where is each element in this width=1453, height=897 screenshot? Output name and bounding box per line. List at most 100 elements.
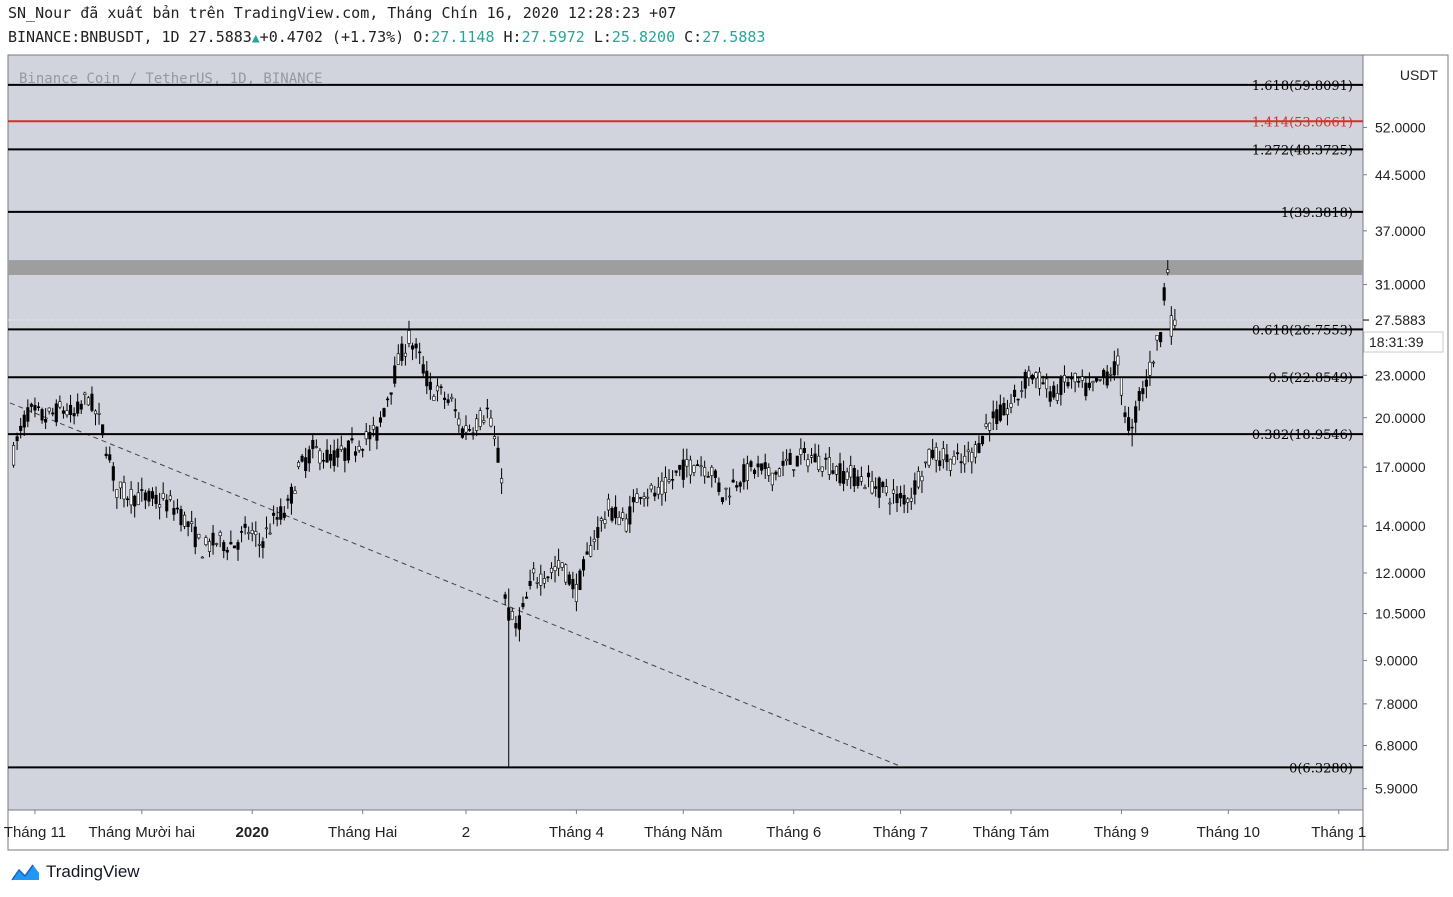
candle-body [375, 426, 379, 441]
candle-body [275, 517, 279, 520]
candle-body [414, 343, 418, 349]
currency-label: USDT [1400, 67, 1439, 83]
candle-body [681, 459, 685, 480]
candle-body [859, 476, 863, 482]
candle-body [69, 404, 73, 415]
candle-body [824, 457, 828, 460]
candle-body [197, 533, 201, 539]
candle-body [663, 477, 668, 493]
candle-body [1169, 315, 1173, 337]
candle-body [902, 494, 906, 505]
candle-body [51, 412, 55, 415]
candle-body [817, 455, 821, 470]
candle-body [524, 596, 529, 599]
candle-body [1013, 389, 1017, 397]
candle-body [1059, 377, 1063, 395]
candle-body [293, 490, 297, 494]
candle-body [282, 512, 286, 518]
candle-body [364, 431, 368, 440]
candle-body [795, 455, 799, 467]
time-tick-label-10: Tháng 9 [1094, 824, 1149, 841]
candle-body [966, 449, 970, 452]
candle-body [101, 424, 105, 436]
candle-body [888, 502, 892, 505]
candle-body [685, 459, 689, 467]
candle-body [856, 476, 860, 486]
candle-body [1141, 388, 1145, 395]
candle-body [557, 560, 561, 569]
candle-body [371, 424, 375, 430]
candle-body [439, 386, 443, 389]
candle-body [713, 470, 717, 478]
tradingview-logo[interactable]: TradingView [8, 862, 140, 882]
candle-body [952, 456, 956, 465]
candle-body [425, 370, 429, 387]
fib-label-4: 0.618(26.7553) [1252, 323, 1353, 338]
candle-body [450, 396, 454, 399]
candle-body [378, 417, 383, 423]
candle-body [54, 403, 58, 423]
candle-body [585, 551, 589, 555]
candle-body [471, 432, 475, 436]
candle-body [781, 460, 785, 466]
candle-body [1087, 382, 1091, 388]
last-price-badge [1364, 310, 1443, 331]
candle-body [204, 537, 208, 545]
candle-body [1098, 379, 1102, 381]
candle-body [731, 479, 735, 483]
candle-body [396, 353, 400, 365]
candle-body [485, 407, 489, 410]
candle-body [1123, 412, 1127, 417]
time-tick-label-11: Tháng 10 [1197, 824, 1260, 841]
price-tick-label-10: 9.0000 [1375, 652, 1418, 668]
candle-body [240, 531, 244, 533]
candle-body [923, 461, 928, 464]
candle-body [467, 429, 472, 431]
candle-body [179, 508, 183, 526]
price-tick-label-11: 7.8000 [1375, 696, 1418, 712]
candle-body [906, 498, 910, 503]
candle-body [1020, 390, 1024, 392]
candle-body [596, 527, 600, 538]
candle-body [446, 399, 450, 403]
price-tick-label-0: 52.0000 [1375, 119, 1426, 135]
chart-title: Binance Coin / TetherUS, 1D, BINANCE [19, 71, 322, 87]
candle-body [998, 404, 1002, 421]
close-key: C: [684, 28, 703, 46]
candle-body [995, 409, 999, 424]
time-tick-label-2: 2020 [236, 824, 269, 841]
candle-body [785, 458, 789, 462]
candle-body [877, 477, 881, 498]
plot-area [8, 55, 1363, 810]
fib-label-3: 1(39.3818) [1281, 206, 1353, 221]
candle-body [475, 418, 479, 431]
candle-body [118, 481, 122, 489]
candle-body [1070, 376, 1074, 380]
candle-body [460, 428, 464, 438]
candle-body [1023, 371, 1027, 389]
candle-body [1077, 380, 1081, 383]
candle-body [720, 497, 725, 503]
candle-body [884, 486, 888, 494]
candle-body [628, 506, 632, 525]
ohlc-bar: BINANCE:BNBUSDT, 1D 27.5883▲+0.4702 (+1.… [8, 28, 765, 46]
candle-body [1052, 385, 1056, 398]
candle-body [321, 459, 326, 462]
fib-label-5: 0.5(22.8549) [1268, 371, 1353, 386]
candle-body [26, 407, 30, 422]
candle-body [631, 497, 635, 503]
candle-body [339, 445, 343, 450]
price-tick-label-4: 23.0000 [1375, 367, 1426, 383]
candle-body [147, 490, 151, 502]
candle-body [126, 498, 130, 501]
candle-body [12, 445, 16, 466]
candle-body [909, 497, 913, 502]
candle-body [1173, 319, 1177, 326]
candle-body [656, 486, 660, 495]
candles [12, 260, 1177, 768]
candle-body [553, 566, 557, 571]
candle-body [610, 508, 614, 521]
candle-body [1119, 377, 1123, 396]
candle-body [1109, 373, 1113, 376]
